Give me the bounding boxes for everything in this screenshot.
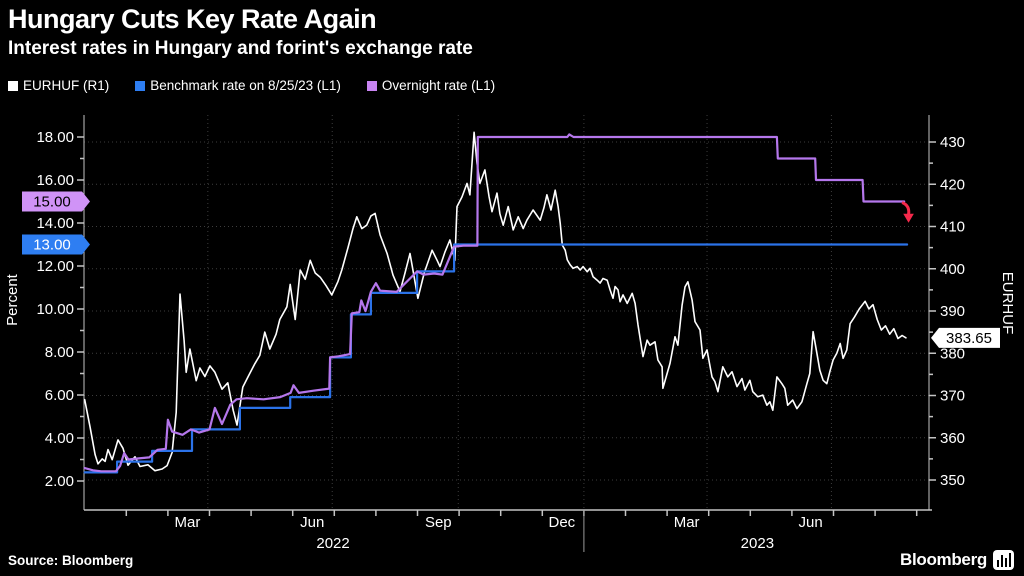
svg-text:2.00: 2.00	[45, 473, 74, 490]
last-price-tag	[931, 327, 1000, 348]
overnight-swatch-icon	[366, 80, 377, 91]
svg-text:2023: 2023	[741, 535, 774, 552]
svg-text:10.00: 10.00	[36, 301, 74, 318]
left-axis-ticks: 18.00 16.00 14.00 12.00 10.00 8.00 6.00 4.00 2.0…	[36, 129, 84, 490]
legend-label: Benchmark rate on 8/25/23 (L1)	[150, 78, 341, 93]
series-lines	[83, 131, 909, 474]
series-overnight-rate	[83, 133, 906, 473]
bloomberg-brand: Bloomberg	[900, 550, 1014, 570]
source-credit: Source: Bloomberg	[8, 553, 134, 568]
svg-text:16.00: 16.00	[36, 172, 74, 189]
svg-text:6.00: 6.00	[45, 387, 74, 404]
svg-text:12.00: 12.00	[36, 258, 74, 275]
svg-text:Mar: Mar	[674, 514, 700, 531]
gridlines	[84, 115, 929, 510]
legend-label: EURHUF (R1)	[23, 78, 110, 93]
svg-text:2022: 2022	[316, 535, 349, 552]
series-eurhuf	[83, 131, 907, 472]
svg-text:370: 370	[940, 388, 965, 405]
series-benchmark-rate	[83, 243, 909, 474]
svg-text:430: 430	[940, 134, 965, 151]
svg-text:400: 400	[940, 261, 965, 278]
svg-text:383.65: 383.65	[946, 330, 992, 347]
svg-text:18.00: 18.00	[36, 129, 74, 146]
benchmark-swatch-icon	[135, 80, 146, 91]
axes	[83, 115, 932, 511]
svg-text:Sep: Sep	[425, 514, 452, 531]
chart-legend: EURHUF (R1) Benchmark rate on 8/25/23 (L…	[8, 78, 495, 93]
axis-value-tags: 15.00 13.00 383.65	[22, 191, 1000, 348]
right-axis-ticks: 430 420 410 400 390 380 370 360 350	[929, 134, 965, 489]
rate-cut-arrow-icon	[901, 201, 914, 223]
bloomberg-wordmark: Bloomberg	[899, 550, 987, 569]
svg-text:410: 410	[940, 219, 965, 236]
legend-item-eurhuf: EURHUF (R1)	[8, 78, 109, 93]
svg-text:4.00: 4.00	[45, 430, 74, 447]
svg-text:15.00: 15.00	[33, 194, 71, 211]
eurhuf-swatch-icon	[8, 80, 18, 91]
svg-text:360: 360	[940, 430, 965, 447]
page-title: Hungary Cuts Key Rate Again	[8, 4, 377, 34]
legend-label: Overnight rate (L1)	[381, 78, 496, 93]
svg-text:390: 390	[940, 303, 965, 320]
svg-text:Dec: Dec	[549, 514, 576, 531]
legend-item-benchmark: Benchmark rate on 8/25/23 (L1)	[135, 78, 341, 93]
svg-text:13.00: 13.00	[33, 237, 71, 254]
left-axis-tag	[22, 234, 90, 255]
left-axis-tag	[22, 191, 90, 212]
svg-text:Mar: Mar	[175, 514, 201, 531]
bloomberg-chart-icon	[993, 550, 1014, 570]
svg-text:Jun: Jun	[300, 514, 324, 531]
svg-text:380: 380	[940, 345, 965, 362]
svg-text:Jun: Jun	[799, 514, 823, 531]
legend-item-overnight: Overnight rate (L1)	[366, 78, 496, 93]
x-axis-ticks: Mar Jun Sep Dec Mar Jun 2022 2023	[125, 510, 918, 552]
svg-text:14.00: 14.00	[36, 215, 74, 232]
svg-text:420: 420	[940, 176, 965, 193]
svg-text:8.00: 8.00	[45, 344, 74, 361]
svg-text:350: 350	[940, 472, 965, 489]
chart-subtitle: Interest rates in Hungary and forint's e…	[8, 38, 473, 59]
